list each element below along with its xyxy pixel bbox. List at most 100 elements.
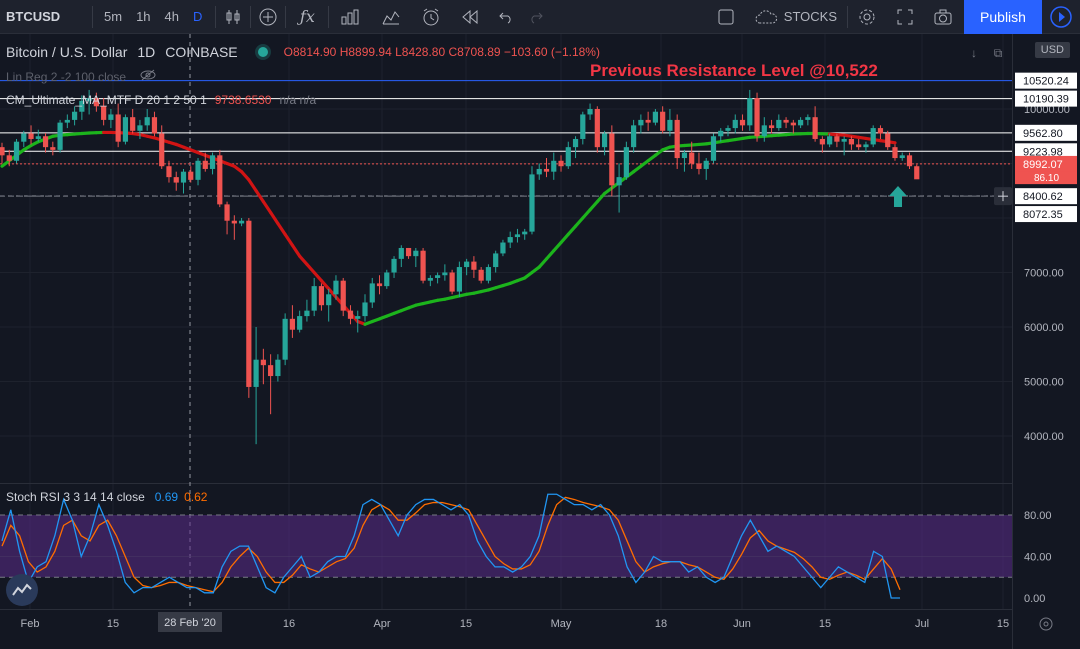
candle-body [50, 147, 56, 150]
ma-segment [327, 287, 338, 299]
candle-style-icon[interactable] [216, 0, 250, 34]
candle-body [536, 168, 542, 175]
legend-change: −103.60 (−1.18%) [503, 45, 600, 59]
stoch-rsi-lines [1, 493, 901, 599]
candle-body [856, 144, 862, 148]
candle-body [710, 136, 717, 161]
collapse-icon[interactable]: ↓ [971, 46, 977, 60]
candle-body [652, 111, 658, 123]
price-tick: 7000.00 [1024, 268, 1064, 280]
legend-close: C8708.89 [448, 45, 501, 59]
gear-ring [1039, 617, 1053, 631]
candle-body [6, 155, 12, 161]
candle-body [57, 122, 63, 150]
candle-body [435, 275, 441, 278]
candle-body [340, 280, 346, 311]
redo-icon[interactable] [521, 0, 553, 34]
settings-gear-icon[interactable] [848, 0, 886, 34]
gear-center [1043, 621, 1049, 627]
interval-5m[interactable]: 5m [104, 9, 123, 24]
candle-body [696, 163, 702, 169]
candle-body [616, 177, 622, 186]
candle-body [601, 133, 608, 148]
separator [847, 5, 848, 28]
currency-badge[interactable]: USD [1034, 42, 1070, 58]
crosshair-price-label: 8400.62 [1023, 191, 1063, 203]
candle-body [812, 117, 818, 139]
symbol-search[interactable]: BTCUSD [6, 9, 61, 24]
candle-body [739, 119, 746, 126]
candle-body [268, 365, 274, 377]
cm-ma-indicator[interactable]: CM_Ultimate_MA_MTF D 20 1 2 50 1 9738.65… [6, 93, 316, 107]
indicators-fx-icon[interactable]: ƒx [299, 7, 315, 26]
ma-segment [261, 200, 273, 215]
tradingview-logo-icon[interactable] [6, 574, 38, 606]
play-circle-icon[interactable] [1042, 0, 1080, 34]
publish-button[interactable]: Publish [964, 0, 1042, 34]
crosshair-time-label: 28 Feb '20 [164, 617, 216, 629]
interval-1h[interactable]: 1h [136, 9, 151, 24]
fullscreen-square-icon[interactable] [708, 0, 744, 34]
ma-segment [581, 208, 592, 220]
stoch-k-line [1, 493, 900, 599]
price-chart[interactable]: 10000.009000.008000.007000.006000.005000… [0, 34, 1080, 649]
ma-line [0, 130, 897, 326]
interval-d[interactable]: D [193, 9, 203, 24]
resistance-annotation[interactable]: Previous Resistance Level @10,522 [590, 61, 878, 80]
ma-segment [283, 232, 294, 247]
candle-body [369, 283, 375, 303]
financials-icon[interactable] [329, 0, 371, 34]
camera-icon[interactable] [924, 0, 962, 34]
candle-body [304, 310, 310, 317]
candle-body [485, 267, 492, 281]
symbol-legend: Bitcoin / U.S. Dollar 1D COINBASE O8814.… [6, 44, 600, 60]
undo-icon[interactable] [489, 0, 521, 34]
candle-body [768, 125, 775, 129]
ma-segment [588, 200, 599, 212]
stocks-button[interactable]: STOCKS [744, 0, 847, 34]
ma-segment [552, 240, 563, 253]
add-plus-icon [994, 187, 1012, 206]
candle-body [86, 98, 92, 101]
up-arrow-icon [889, 186, 907, 207]
interval-4h[interactable]: 4h [164, 9, 179, 24]
candle-body [834, 136, 840, 142]
candle-body [384, 272, 390, 287]
hidden-eye-icon[interactable] [140, 69, 156, 84]
candle-body [449, 272, 455, 292]
replay-icon[interactable] [451, 0, 489, 34]
compare-add-icon[interactable] [251, 0, 285, 34]
candle-body [689, 152, 695, 164]
candles [0, 89, 920, 445]
legend-high: H8899.94 [339, 45, 392, 59]
price-tick: 5000.00 [1024, 377, 1064, 389]
partial-label-bg [1015, 170, 1077, 185]
ma-segment [595, 191, 607, 204]
candle-body [413, 250, 419, 257]
stoch-label: Stoch RSI 3 3 14 14 close [6, 490, 145, 504]
legend-exchange: COINBASE [165, 44, 238, 60]
candle-body [783, 119, 789, 123]
alert-clock-icon[interactable] [411, 0, 451, 34]
candle-body [427, 277, 433, 281]
candle-body [347, 310, 354, 319]
separator [328, 5, 330, 28]
candle-body [543, 168, 550, 172]
candle-body [456, 267, 462, 292]
candle-body [906, 155, 913, 167]
candle-body [674, 119, 680, 159]
time-tick: Jul [915, 618, 929, 630]
ideas-icon[interactable] [371, 0, 411, 34]
level-label-bg [1015, 72, 1077, 89]
close-price-label: 8992.07 [1023, 159, 1063, 171]
candle-body [391, 258, 397, 273]
stoch-legend[interactable]: Stoch RSI 3 3 14 14 close 0.69 0.62 [6, 490, 207, 504]
candle-body [231, 220, 237, 224]
expand-icon[interactable] [886, 0, 924, 34]
ma-segment [305, 262, 316, 275]
linreg-indicator[interactable]: Lin Reg 2 -2 100 close [6, 69, 156, 84]
candle-body [282, 318, 288, 360]
maximize-icon[interactable]: ⧉ [993, 45, 1003, 60]
linreg-label: Lin Reg 2 -2 100 close [6, 69, 127, 84]
candle-body [725, 128, 731, 131]
